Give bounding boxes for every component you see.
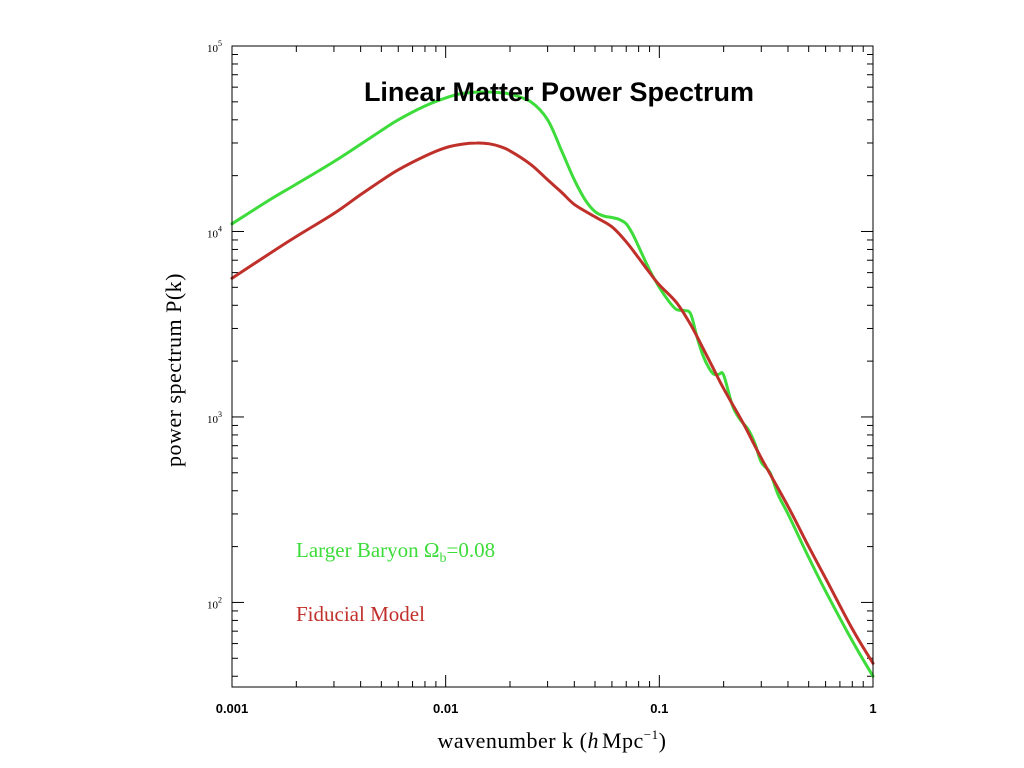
x-axis-label-unit: Mpc: [602, 728, 644, 753]
y-tick-label-base: 10: [207, 228, 219, 240]
y-tick-label-exponent: 5: [218, 39, 222, 48]
legend: Larger Baryon Ωb=0.08 Fiducial Model: [296, 538, 495, 626]
y-tick-label-base: 10: [207, 43, 219, 55]
y-tick-label-base: 10: [207, 599, 219, 611]
legend-larger-baryon-label: Larger Baryon Ω: [296, 538, 440, 562]
y-tick-label: 102: [207, 595, 222, 611]
x-axis-label-close: ): [659, 728, 667, 753]
y-tick-label-exponent: 2: [218, 595, 222, 604]
legend-larger-baryon-subscript: b: [440, 551, 447, 566]
x-axis-label-h: h: [587, 728, 599, 753]
legend-fiducial-label: Fiducial Model: [296, 602, 425, 626]
x-tick-label: 0.01: [433, 701, 458, 716]
x-axis-label-main: wavenumber k (: [438, 728, 588, 753]
y-tick-label: 104: [207, 224, 222, 240]
legend-larger-baryon-suffix: =0.08: [447, 538, 496, 562]
y-axis-label: power spectrum P(k): [161, 273, 186, 467]
y-tick-label-base: 10: [207, 414, 219, 426]
series-line-fiducial: [230, 141, 875, 665]
tick-marks: [231, 46, 873, 687]
x-axis-label-exponent: −1: [644, 727, 659, 742]
series-layer: [230, 90, 875, 678]
legend-entry-fiducial: Fiducial Model: [296, 602, 425, 626]
x-tick-label: 0.1: [650, 701, 668, 716]
x-tick-label: 1: [869, 701, 876, 716]
x-tick-label: 0.001: [216, 701, 249, 716]
x-tick-labels: 0.001 0.01 0.1 1: [216, 701, 877, 716]
chart-title: Linear Matter Power Spectrum: [364, 77, 754, 107]
x-axis-label: wavenumber k (h Mpc−1): [438, 727, 667, 753]
plot-frame: [231, 45, 874, 688]
y-tick-label-exponent: 4: [218, 224, 222, 233]
y-tick-label: 103: [207, 410, 222, 426]
legend-entry-larger-baryon: Larger Baryon Ωb=0.08: [296, 538, 495, 566]
y-tick-label-exponent: 3: [218, 410, 222, 419]
y-tick-label: 105: [207, 39, 222, 55]
